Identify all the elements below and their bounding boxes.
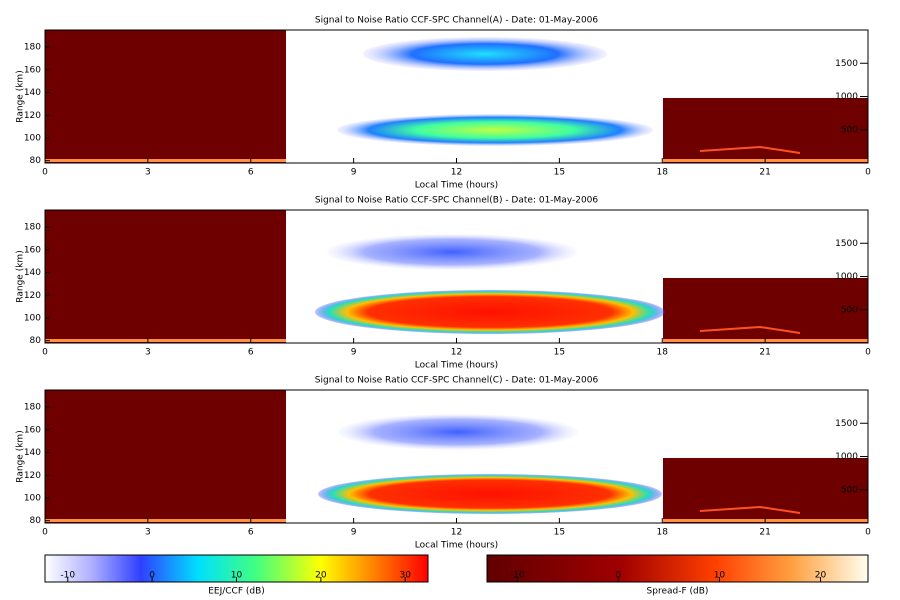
echo-region <box>315 290 665 334</box>
spread-f-floor <box>45 339 286 342</box>
x-tick-label: 3 <box>145 528 151 538</box>
spread-f-block <box>45 30 286 163</box>
panel-title: Signal to Noise Ratio CCF-SPC Channel(B)… <box>315 196 599 206</box>
x-tick-label: 0 <box>865 168 871 178</box>
spread-f-block <box>663 458 868 523</box>
y2-tick-label: 500 <box>841 125 858 135</box>
y2-tick-label: 500 <box>841 305 858 315</box>
spread-f-block <box>45 390 286 523</box>
y-tick-label: 180 <box>24 43 41 53</box>
x-tick-label: 12 <box>451 348 462 358</box>
x-tick-label: 18 <box>657 348 669 358</box>
spread-f-floor <box>45 159 286 162</box>
x-tick-label: 9 <box>351 348 357 358</box>
x-tick-label: 15 <box>554 348 565 358</box>
colorbar-tick-label: 20 <box>315 571 327 581</box>
y-tick-label: 120 <box>24 111 41 121</box>
x-tick-label: 0 <box>42 168 48 178</box>
x-tick-label: 6 <box>248 168 254 178</box>
x-tick-label: 12 <box>451 528 462 538</box>
x-tick-label: 15 <box>554 168 565 178</box>
spread-f-trace <box>699 505 801 514</box>
spread-f-block <box>663 278 868 343</box>
x-tick-label: 0 <box>42 528 48 538</box>
y-tick-label: 160 <box>24 245 41 255</box>
x-tick-label: 21 <box>759 528 770 538</box>
x-axis-label: Local Time (hours) <box>415 541 498 551</box>
x-tick-label: 0 <box>865 348 871 358</box>
colorbar-label: Spread-F (dB) <box>647 587 709 597</box>
y-tick-label: 120 <box>24 291 41 301</box>
y-tick-label: 100 <box>24 313 41 323</box>
echo-region <box>363 37 607 71</box>
x-tick-label: 6 <box>248 348 254 358</box>
colorbar-tick-label: -10 <box>510 571 525 581</box>
colorbar-tick-label: 10 <box>231 571 243 581</box>
spread-f-block <box>663 98 868 163</box>
y2-tick-label: 1000 <box>835 92 858 102</box>
y-axis-label: Range (km) <box>16 70 26 122</box>
y2-tick-label: 500 <box>841 485 858 495</box>
y-tick-label: 160 <box>24 65 41 75</box>
x-axis-label: Local Time (hours) <box>415 181 498 191</box>
y-tick-label: 140 <box>24 268 41 278</box>
x-tick-label: 3 <box>145 168 151 178</box>
spread-f-trace <box>699 145 801 154</box>
y-tick-label: 80 <box>30 516 42 526</box>
y-tick-label: 100 <box>24 493 41 503</box>
y-axis-label: Range (km) <box>16 430 26 482</box>
y-tick-label: 120 <box>24 471 41 481</box>
x-tick-label: 3 <box>145 348 151 358</box>
panel-title: Signal to Noise Ratio CCF-SPC Channel(A)… <box>315 16 599 26</box>
echo-region <box>337 114 653 146</box>
y-tick-label: 80 <box>30 156 42 166</box>
spread-f-block <box>45 210 286 343</box>
colorbar-tick-label: -10 <box>60 571 75 581</box>
colorbar-tick-label: 0 <box>616 571 622 581</box>
x-tick-label: 21 <box>759 168 770 178</box>
colorbar-tick-label: 0 <box>149 571 155 581</box>
x-tick-label: 0 <box>865 528 871 538</box>
echo-region <box>327 234 577 270</box>
x-tick-label: 9 <box>351 168 357 178</box>
x-tick-label: 9 <box>351 528 357 538</box>
x-tick-label: 6 <box>248 528 254 538</box>
y-tick-label: 180 <box>24 403 41 413</box>
y2-tick-label: 1500 <box>835 419 858 429</box>
x-axis-label: Local Time (hours) <box>415 361 498 371</box>
y2-tick-label: 1500 <box>835 239 858 249</box>
y-tick-label: 160 <box>24 425 41 435</box>
colorbar-label: EEJ/CCF (dB) <box>208 587 265 597</box>
colorbar-tick-label: 30 <box>399 571 411 581</box>
x-tick-label: 0 <box>42 348 48 358</box>
colorbar <box>486 554 869 583</box>
x-tick-label: 21 <box>759 348 770 358</box>
y-axis-label: Range (km) <box>16 250 26 302</box>
x-tick-label: 18 <box>657 168 669 178</box>
panel-title: Signal to Noise Ratio CCF-SPC Channel(C)… <box>315 376 599 386</box>
echo-region <box>338 414 578 450</box>
y2-tick-label: 1000 <box>835 452 858 462</box>
y-tick-label: 140 <box>24 448 41 458</box>
x-tick-label: 12 <box>451 168 462 178</box>
spread-f-floor <box>45 519 286 522</box>
colorbar-tick-label: 10 <box>714 571 726 581</box>
y-tick-label: 140 <box>24 88 41 98</box>
y-tick-label: 180 <box>24 223 41 233</box>
y-tick-label: 100 <box>24 133 41 143</box>
spread-f-trace <box>699 325 801 334</box>
y-tick-label: 80 <box>30 336 42 346</box>
y2-tick-label: 1500 <box>835 59 858 69</box>
echo-region <box>318 474 662 514</box>
colorbar-tick-label: 20 <box>815 571 827 581</box>
x-tick-label: 15 <box>554 528 565 538</box>
y2-tick-label: 1000 <box>835 272 858 282</box>
x-tick-label: 18 <box>657 528 669 538</box>
